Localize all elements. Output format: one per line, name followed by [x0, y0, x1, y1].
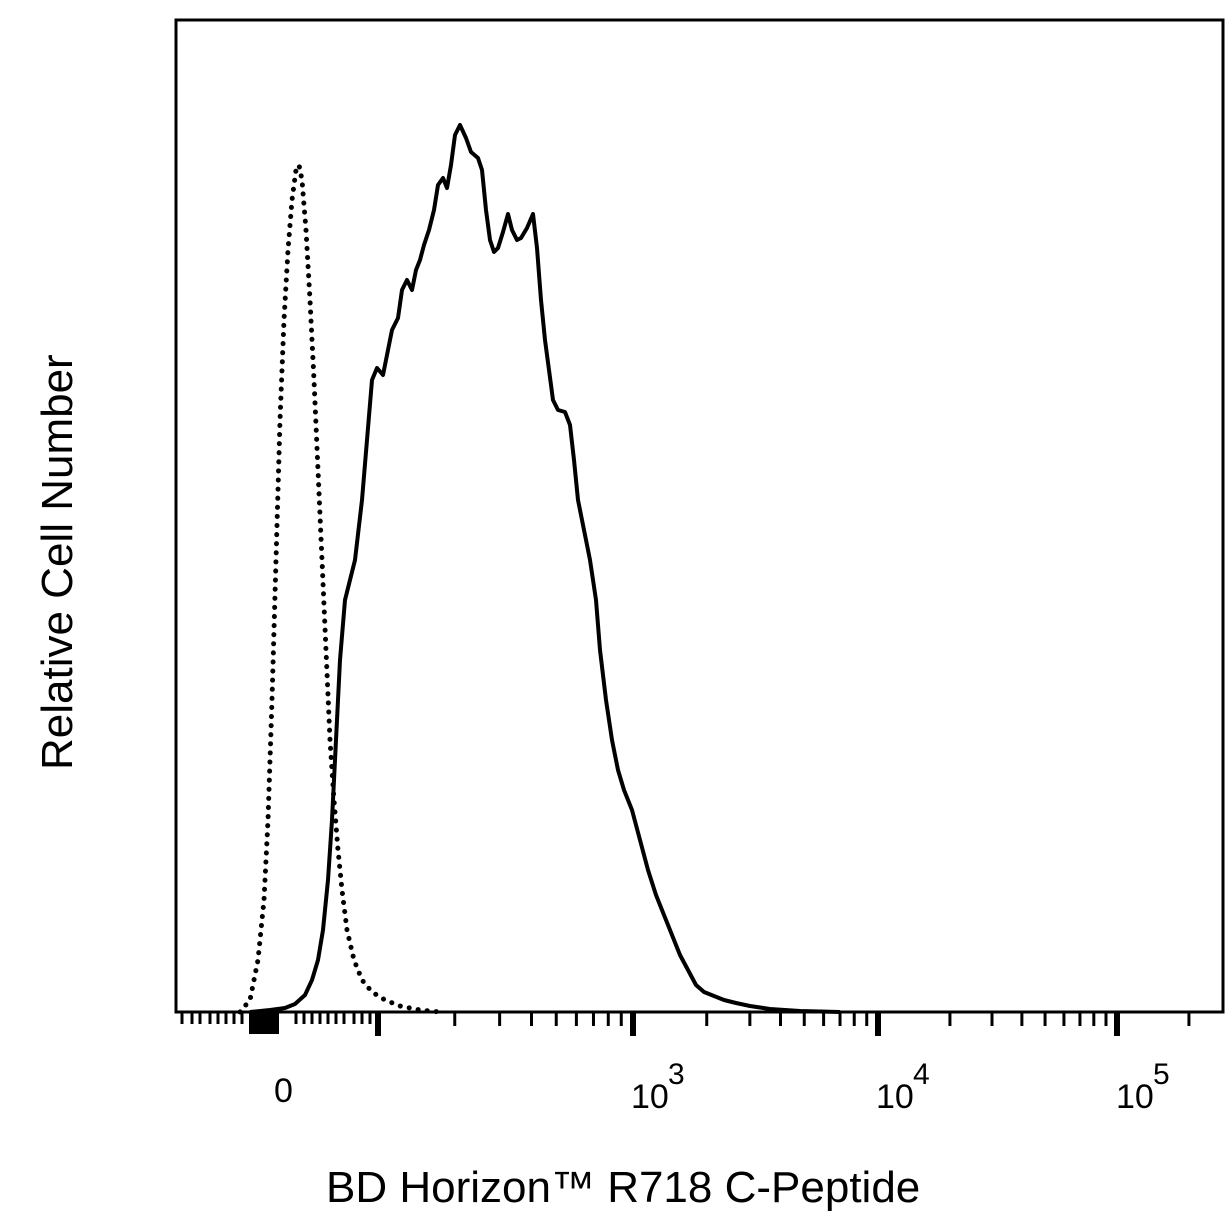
x-axis-ticks: [180, 1012, 1191, 1036]
x-tick-label-1e3-base: 10: [631, 1078, 669, 1116]
x-tick-label-1e5-base: 10: [1116, 1078, 1154, 1116]
stained-sample-curve: [249, 123, 841, 1014]
x-tick-label-1e5-exp: 5: [1153, 1058, 1170, 1091]
x-tick-labels: 0 10 3 10 4 10 5: [274, 1058, 1170, 1116]
x-tick-label-1e4-exp: 4: [913, 1058, 930, 1091]
plot-frame: [174, 18, 1225, 1014]
isotype-control-curve: [237, 158, 443, 1015]
x-tick-label-0: 0: [274, 1072, 293, 1110]
x-tick-label-1e4-base: 10: [876, 1078, 914, 1116]
x-axis-title: BD Horizon™ R718 C-Peptide: [326, 1163, 920, 1212]
x-tick-label-1e3-exp: 3: [668, 1058, 685, 1091]
y-axis-title: Relative Cell Number: [33, 354, 82, 770]
